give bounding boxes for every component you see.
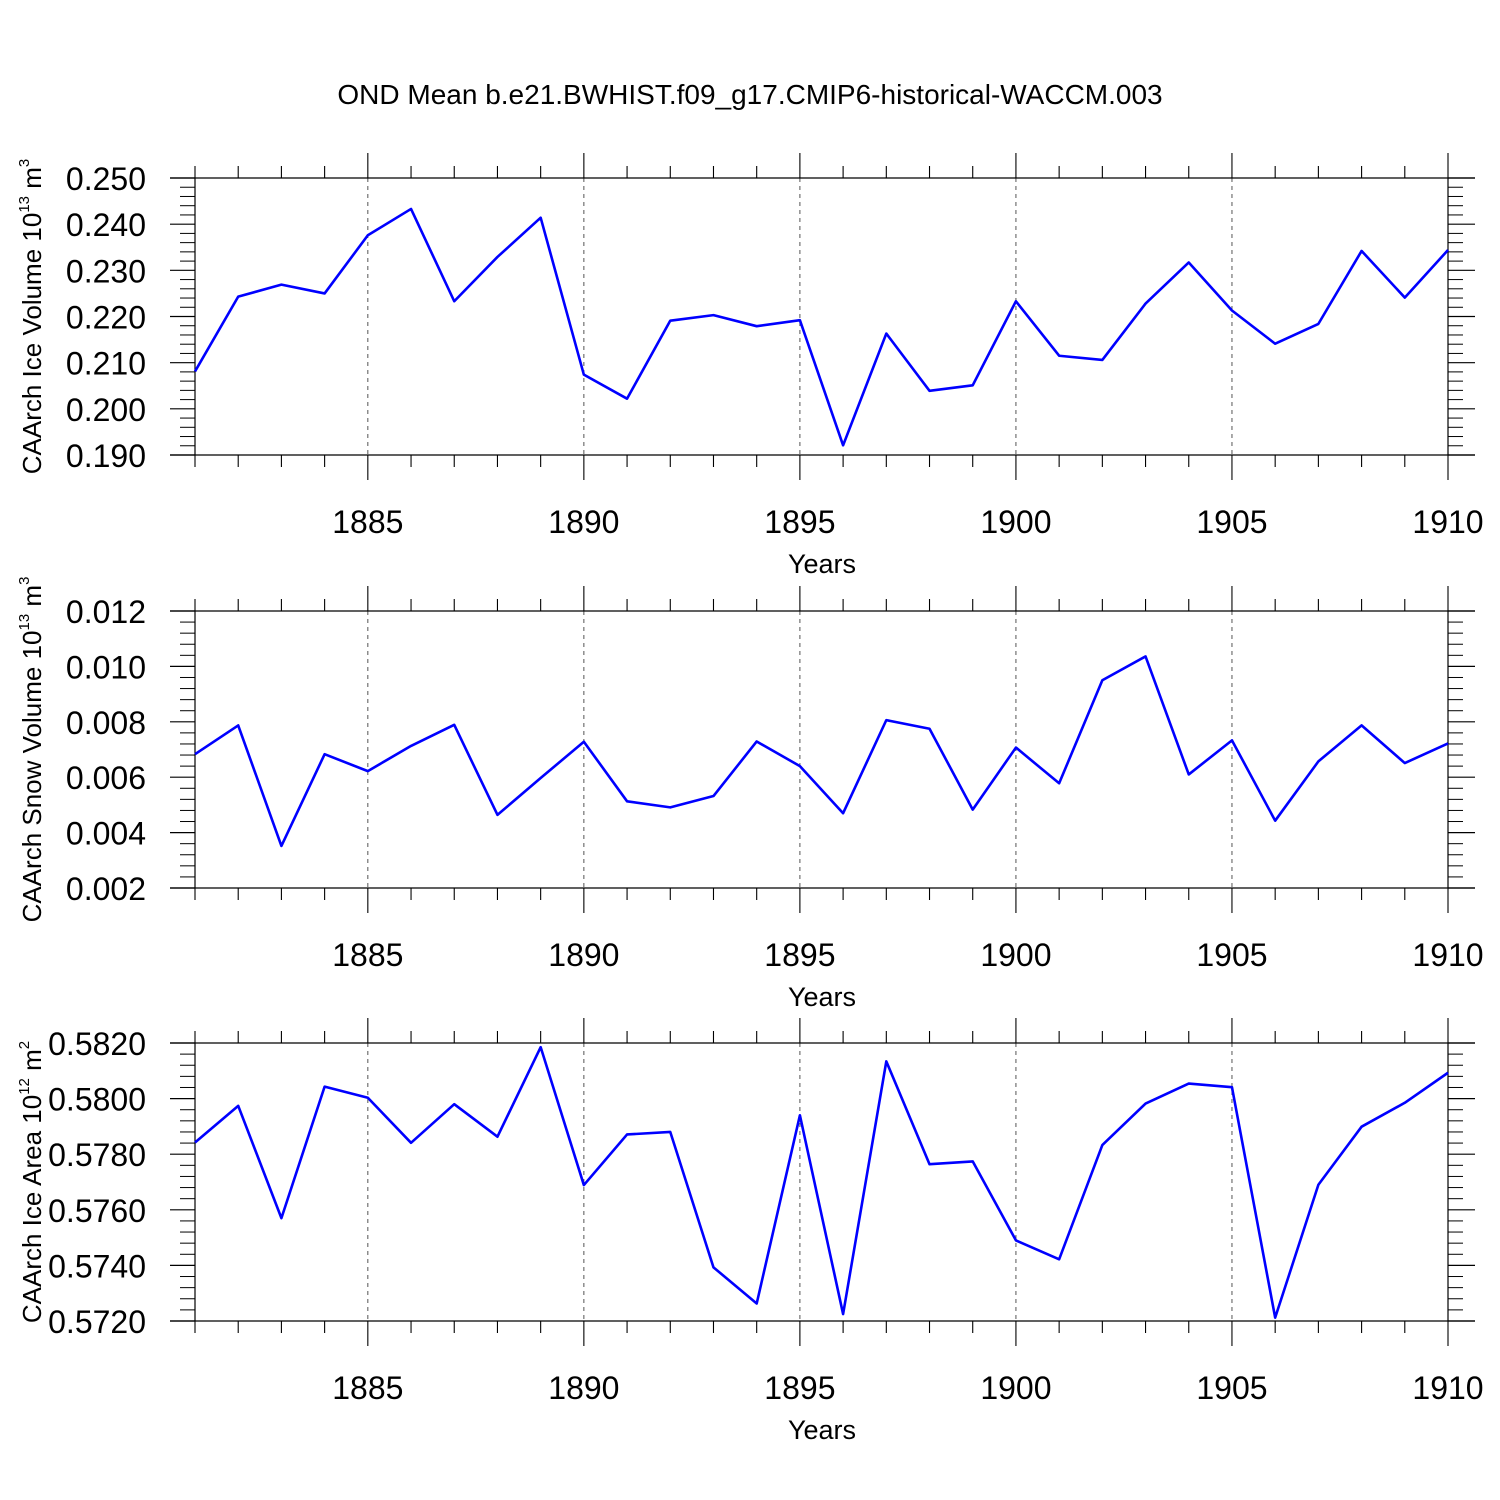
y-tick-label: 0.5760 [48,1193,146,1229]
y-tick-label: 0.006 [66,760,146,796]
x-axis-label: Years [788,549,856,579]
y-tick-label: 0.5740 [48,1248,146,1284]
x-tick-label: 1885 [332,1370,403,1406]
y-tick-label: 0.002 [66,871,146,907]
x-tick-label: 1890 [548,937,619,973]
series-line-1 [194,1045,1449,1319]
y-tick-label: 0.5820 [48,1026,146,1062]
y-axis-label: CAArch Ice Volume 1013 m3 [16,159,47,475]
y-tick-label: 0.5780 [48,1137,146,1173]
x-tick-label: 1910 [1412,937,1483,973]
y-tick-label: 0.012 [66,594,146,630]
x-tick-label: 1885 [332,504,403,540]
chart-panel-3: 0.5720 0.5740 0.5760 0.5780 0.5800 0.5820 1885… [16,1018,1484,1445]
x-tick-label: 1900 [980,1370,1051,1406]
x-tick-label: 1900 [980,937,1051,973]
x-tick-label: 1890 [548,504,619,540]
y-axis-label: CAArch Ice Area 1012 m2 [16,1041,47,1323]
y-tick-label: 0.230 [66,253,146,289]
y-tick-label: 0.004 [66,816,146,852]
x-tick-label: 1905 [1196,504,1267,540]
x-tick-label: 1900 [980,504,1051,540]
y-tick-label: 0.200 [66,392,146,428]
x-tick-label: 1895 [764,1370,835,1406]
x-axis-label: Years [788,1415,856,1445]
y-tick-label: 0.240 [66,207,146,243]
y-tick-label: 0.210 [66,346,146,382]
series-line-1 [193,207,1449,447]
chart-title: OND Mean b.e21.BWHIST.f09_g17.CMIP6-hist… [337,79,1162,110]
x-tick-label: 1895 [764,504,835,540]
x-tick-label: 1895 [764,937,835,973]
y-tick-label: 0.008 [66,705,146,741]
x-tick-label: 1905 [1196,937,1267,973]
y-tick-label: 0.5720 [48,1304,146,1340]
chart-panel-1: 0.190 0.200 0.210 0.220 0.230 0.240 0.250 1885 1… [16,153,1484,579]
x-tick-label: 1910 [1412,1370,1483,1406]
y-tick-label: 0.220 [66,300,146,336]
chart-panel-2: 0.002 0.004 0.006 0.008 0.010 0.012 1885 1890 18… [16,577,1484,1012]
x-tick-label: 1885 [332,937,403,973]
y-axis-label: CAArch Snow Volume 1013 m3 [16,577,47,923]
x-tick-label: 1905 [1196,1370,1267,1406]
y-tick-label: 0.190 [66,438,146,474]
x-axis-label: Years [788,982,856,1012]
y-tick-label: 0.010 [66,649,146,685]
series-line-1 [194,655,1449,848]
x-tick-label: 1910 [1412,504,1483,540]
x-tick-label: 1890 [548,1370,619,1406]
y-tick-label: 0.5800 [48,1082,146,1118]
y-tick-label: 0.250 [66,161,146,197]
